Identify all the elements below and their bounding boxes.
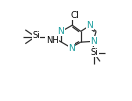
Text: NH: NH (46, 36, 59, 45)
Text: Si: Si (91, 48, 98, 57)
Text: N: N (68, 44, 75, 53)
Text: N: N (57, 27, 64, 36)
Text: Cl: Cl (70, 11, 79, 20)
Text: N: N (90, 37, 97, 46)
Text: Si: Si (32, 32, 40, 41)
Text: N: N (87, 21, 93, 30)
